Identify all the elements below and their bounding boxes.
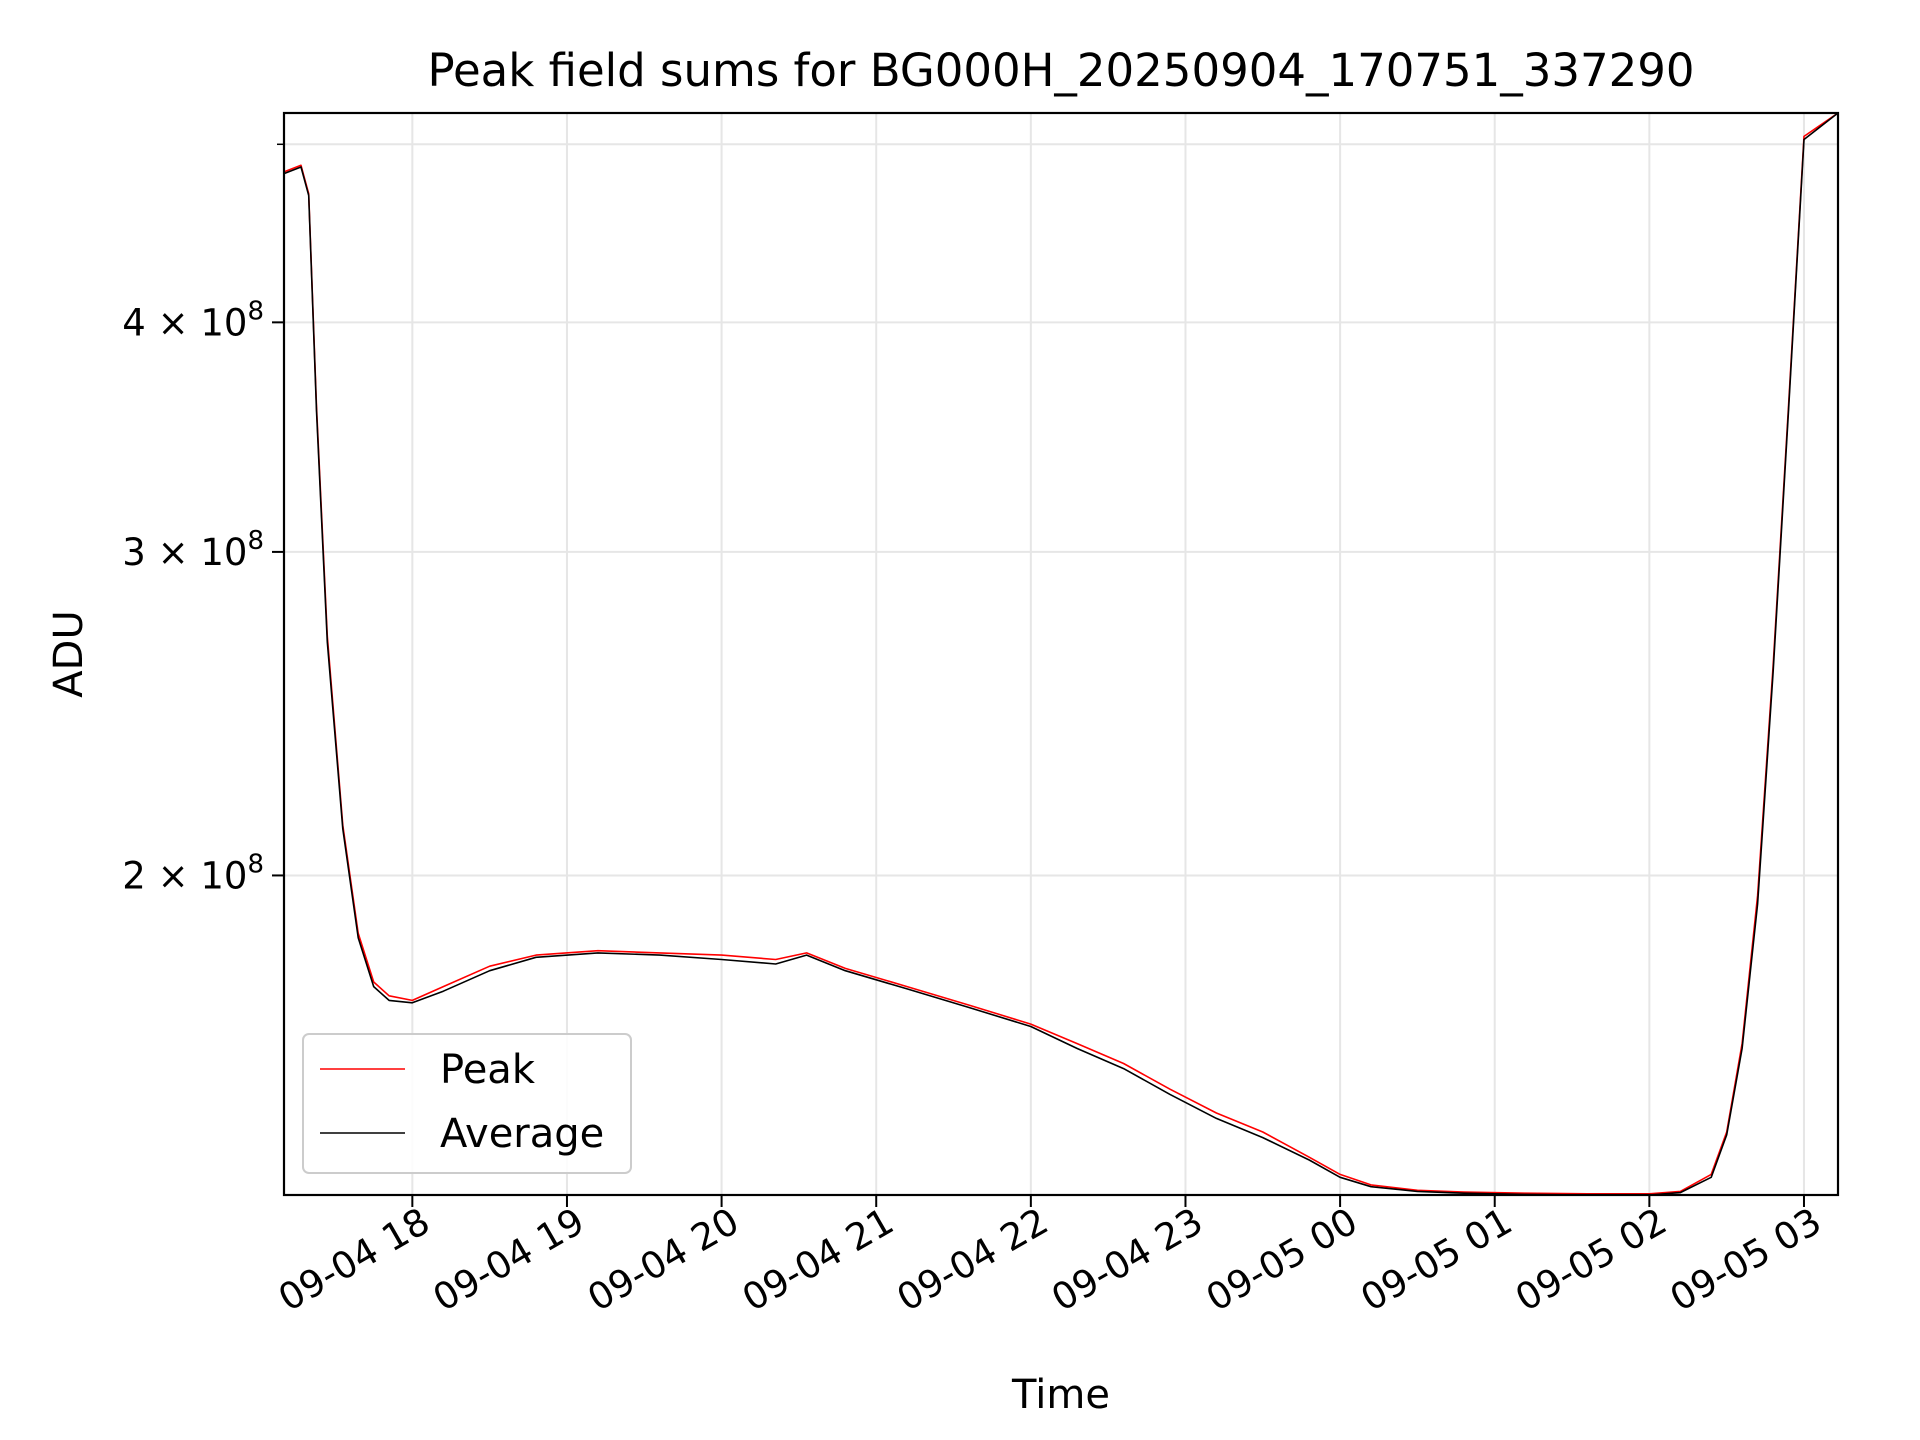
series-line-peak — [284, 113, 1838, 1195]
y-tick-label: 2 × 108 — [122, 849, 264, 897]
plot-frame — [282, 111, 1840, 1197]
legend-label-peak: Peak — [440, 1047, 536, 1093]
chart-title: Peak field sums for BG000H_20250904_1707… — [427, 44, 1694, 97]
y-tick-label: 3 × 108 — [122, 526, 264, 574]
series-line-average — [284, 113, 1838, 1195]
series-lines — [284, 113, 1838, 1195]
y-axis-label: ADU — [46, 610, 92, 697]
y-tick-label: 4 × 108 — [122, 296, 264, 344]
legend: Peak Average — [302, 1033, 632, 1174]
legend-label-average: Average — [440, 1111, 604, 1157]
grid — [284, 113, 1838, 1195]
x-axis-label: Time — [1011, 1372, 1110, 1418]
series-group — [284, 113, 1838, 1195]
